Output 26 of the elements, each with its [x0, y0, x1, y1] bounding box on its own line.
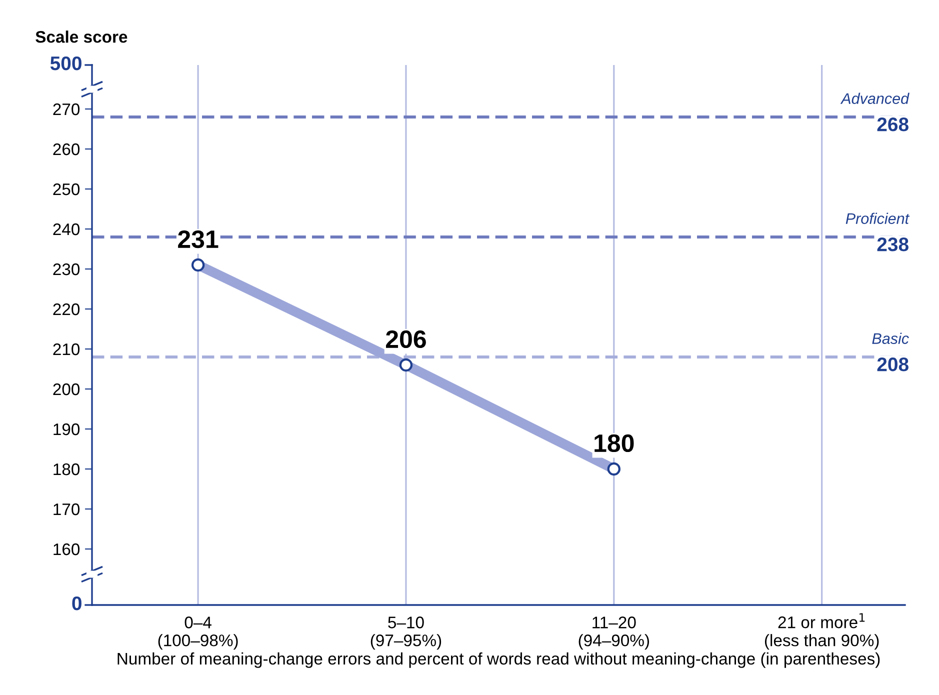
- x-tick-label: 11–20 (94–90%): [578, 616, 649, 650]
- x-axis-title: Number of meaning-change errors and percent of words read without meaning-change (in parentheses): [118, 652, 880, 668]
- y-axis-title: Scale score: [36, 30, 128, 43]
- text: 0: [72, 596, 82, 610]
- x-tick-label: 5–10 (97–95%): [370, 616, 442, 650]
- y-tick-label: 250: [53, 183, 80, 196]
- data-label: 231: [178, 230, 218, 248]
- y-tick-label: 170: [54, 503, 80, 516]
- y-tick-label: 240: [53, 223, 80, 236]
- x-tick-label: 21 or more$^{1}$ (less than 90%): [764, 613, 879, 650]
- y-tick-label: 230: [53, 263, 80, 276]
- text: 500: [50, 56, 82, 70]
- y-tick-label: 270: [53, 103, 80, 116]
- y-tick-label: 260: [53, 143, 80, 156]
- x-tick-label: 0–4 (100–98%): [158, 616, 238, 650]
- data-label: 206: [386, 330, 426, 348]
- y-tick-label: 190: [54, 423, 80, 436]
- ref-line-label: Proficient 238: [846, 212, 910, 252]
- data-label: 180: [594, 434, 634, 452]
- y-tick-label: 180: [54, 463, 80, 476]
- y-tick-label: 200: [53, 383, 80, 396]
- ref-line-label: Advanced 268: [840, 92, 910, 132]
- y-tick-label: 220: [53, 303, 80, 316]
- ref-line-label: Basic 208: [872, 332, 909, 372]
- y-tick-label: 210: [53, 343, 80, 356]
- y-tick-label: 160: [54, 543, 80, 556]
